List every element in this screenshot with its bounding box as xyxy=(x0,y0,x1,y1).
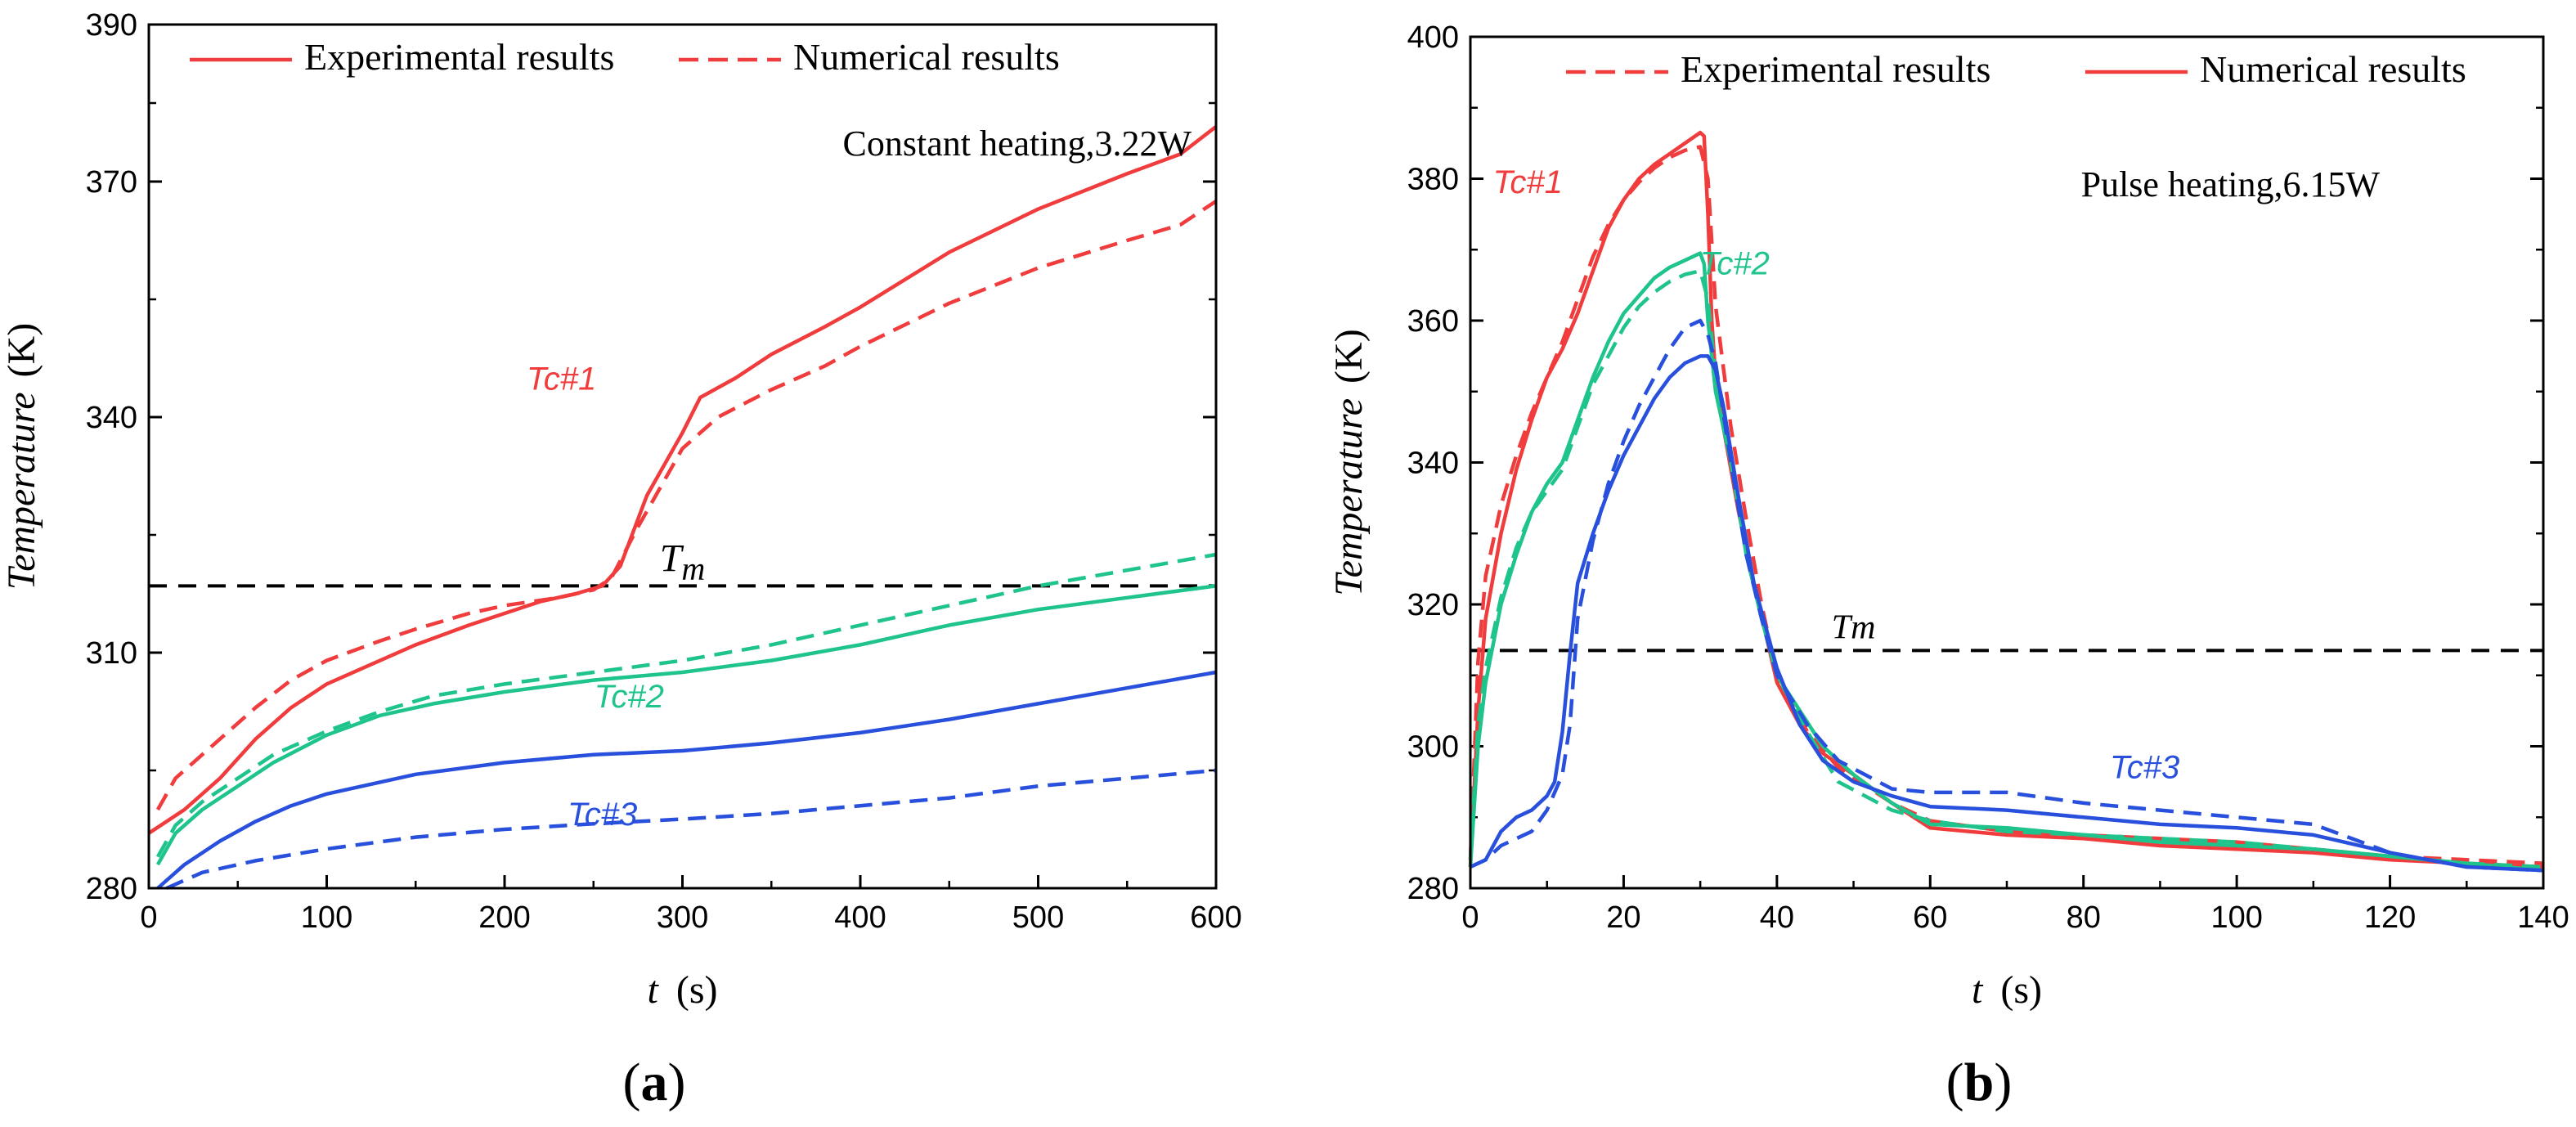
y-axis-variable: Temperature xyxy=(1327,398,1371,596)
panel-label-part: ( xyxy=(1946,1053,1964,1112)
x-tick-label: 0 xyxy=(140,900,157,935)
panel-label-part: ) xyxy=(668,1053,686,1112)
x-tick-label: 200 xyxy=(478,900,530,935)
x-tick-label: 80 xyxy=(2067,900,2101,935)
y-axis-label: Temperature (K) xyxy=(1327,329,1371,595)
legend-label-dashed: Experimental results xyxy=(1681,48,1990,90)
panel-a-chart: 0 100 200 300 400 500 600 280 310 340 370 390 t (s) T… xyxy=(0,8,1242,1112)
panel-b-plot-frame xyxy=(1469,35,2545,890)
x-axis-unit: (s) xyxy=(676,968,718,1012)
series-label-Tc1: Tc#1 xyxy=(1493,164,1563,200)
y-tick-label: 400 xyxy=(1407,20,1459,55)
series-line-Tc2-dashed xyxy=(155,552,1217,858)
x-axis-label: t (s) xyxy=(648,968,718,1012)
x-tick-label: 400 xyxy=(834,900,886,935)
series-line-Tc2-solid xyxy=(155,584,1217,866)
panel-label-part: a xyxy=(641,1053,668,1112)
x-tick-label: 500 xyxy=(1012,900,1064,935)
y-tick-label: 390 xyxy=(86,8,137,43)
series-line-Tc1-dashed xyxy=(1468,145,2544,865)
legend-label-dashed: Numerical results xyxy=(793,36,1060,78)
x-tick-label: 20 xyxy=(1606,900,1640,935)
melting-line-label: Tm xyxy=(1832,608,1876,646)
melting-line-label-part: m xyxy=(681,550,705,586)
series-line-Tc3-dashed xyxy=(165,768,1217,891)
y-tick-label: 300 xyxy=(1407,730,1459,765)
x-tick-label: 140 xyxy=(2517,900,2569,935)
melting-line-label: Tm xyxy=(660,537,706,586)
panel-b-chart: 0 20 40 60 80 100 120 140280300320340360380400 … xyxy=(1327,20,2569,1112)
x-tick-label: 600 xyxy=(1190,900,1241,935)
panel-label-part: ) xyxy=(1994,1053,2012,1112)
series-label-Tc1: Tc#1 xyxy=(527,361,596,397)
panel-label-part: ( xyxy=(623,1053,641,1112)
x-tick-label: 300 xyxy=(657,900,708,935)
melting-line-label-part: T xyxy=(660,537,684,580)
panel-label: (b) xyxy=(1946,1053,2013,1112)
series-line-Tc1-solid xyxy=(1468,130,2544,869)
panel-label: (a) xyxy=(623,1053,686,1112)
panel-a-plot-frame xyxy=(147,23,1218,890)
panel-b-series-lines xyxy=(1468,130,2544,873)
y-tick-label: 320 xyxy=(1407,588,1459,622)
x-tick-label: 100 xyxy=(2210,900,2262,935)
panel-a-annotations: t (s) Temperature (K) (a) Experimental result… xyxy=(0,36,1192,1112)
y-tick-label: 380 xyxy=(1407,163,1459,197)
x-tick-label: 100 xyxy=(301,900,352,935)
y-tick-label: 340 xyxy=(86,401,137,435)
series-line-Tc3-solid xyxy=(1470,354,2544,873)
x-axis-variable: t xyxy=(648,968,660,1012)
panel-label-part: b xyxy=(1964,1053,1995,1112)
panel-b-annotations: t (s) Temperature (K) (b) Experimental result… xyxy=(1327,48,2466,1112)
series-label-Tc3: Tc#3 xyxy=(568,797,637,833)
x-axis-variable: t xyxy=(1972,968,1984,1012)
x-tick-label: 120 xyxy=(2364,900,2416,935)
y-axis-variable: Temperature xyxy=(0,392,43,590)
series-line-Tc1-dashed xyxy=(155,200,1218,811)
y-tick-label: 280 xyxy=(86,872,137,906)
x-axis-label: t (s) xyxy=(1972,968,2042,1012)
heating-condition-annotation: Pulse heating,6.15W xyxy=(2081,164,2381,204)
series-line-Tc3-dashed xyxy=(1470,318,2544,873)
x-axis-unit: (s) xyxy=(2000,968,2042,1012)
y-axis-label: Temperature (K) xyxy=(0,323,43,590)
y-tick-label: 370 xyxy=(86,165,137,200)
legend-label-solid: Numerical results xyxy=(2200,48,2466,90)
series-line-Tc2-dashed xyxy=(1468,269,2544,869)
heating-condition-annotation: Constant heating,3.22W xyxy=(843,123,1192,164)
x-tick-label: 60 xyxy=(1913,900,1947,935)
panel-a-series-lines xyxy=(147,125,1218,891)
y-tick-label: 360 xyxy=(1407,304,1459,339)
series-line-Tc2-solid xyxy=(1468,251,2544,873)
series-label-Tc2: Tc#2 xyxy=(595,679,664,715)
series-line-Tc1-solid xyxy=(147,125,1218,835)
legend-label-solid: Experimental results xyxy=(304,36,614,78)
series-line-Tc3-solid xyxy=(156,670,1217,890)
y-axis-unit: (K) xyxy=(0,323,43,378)
y-tick-label: 280 xyxy=(1407,872,1459,906)
y-tick-label: 340 xyxy=(1407,447,1459,481)
y-tick-label: 310 xyxy=(86,636,137,671)
x-tick-label: 40 xyxy=(1760,900,1794,935)
series-label-Tc2: Tc#2 xyxy=(1700,246,1770,282)
panel-b-ticks: 0 20 40 60 80 100 120 140 280 300 320 340 360 380 400 xyxy=(1407,20,2569,935)
x-tick-label: 0 xyxy=(1461,900,1479,935)
series-label-Tc3: Tc#3 xyxy=(2110,750,2179,786)
y-axis-unit: (K) xyxy=(1327,329,1371,384)
